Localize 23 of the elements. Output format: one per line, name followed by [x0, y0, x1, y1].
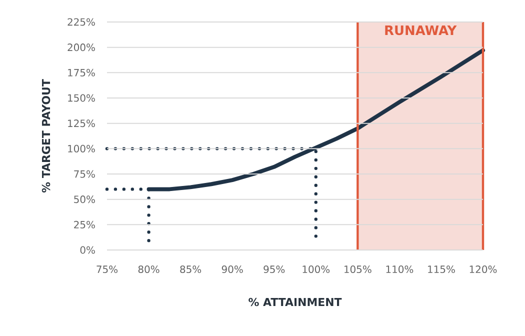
x-tick-label: 90% — [222, 266, 243, 274]
y-tick-label: 50% — [74, 196, 95, 204]
y-tick-label: 175% — [68, 68, 95, 76]
x-tick-label: 105% — [344, 266, 372, 274]
x-tick-label: 80% — [138, 266, 160, 274]
band-label: RUNAWAY — [385, 26, 457, 36]
x-tick-label: 75% — [96, 266, 118, 274]
y-tick-label: 200% — [68, 44, 95, 52]
y-tick-label: 150% — [68, 94, 95, 102]
x-tick-label: 120% — [470, 266, 497, 274]
x-tick-label: 115% — [428, 266, 455, 274]
x-axis-title: % ATTAINMENT — [248, 298, 342, 306]
x-tick-label: 110% — [386, 266, 414, 274]
y-tick-label: 225% — [68, 18, 95, 26]
x-tick-label: 95% — [264, 266, 285, 274]
y-tick-label: 25% — [74, 220, 95, 228]
y-tick-label: 0% — [80, 246, 95, 254]
y-tick-label: 125% — [68, 120, 95, 128]
x-tick-label: 100% — [302, 266, 330, 274]
x-tick-label: 85% — [180, 266, 202, 274]
y-tick-label: 75% — [74, 170, 95, 178]
y-tick-label: 100% — [68, 144, 95, 152]
y-axis-title: % TARGET PAYOUT — [42, 79, 50, 193]
